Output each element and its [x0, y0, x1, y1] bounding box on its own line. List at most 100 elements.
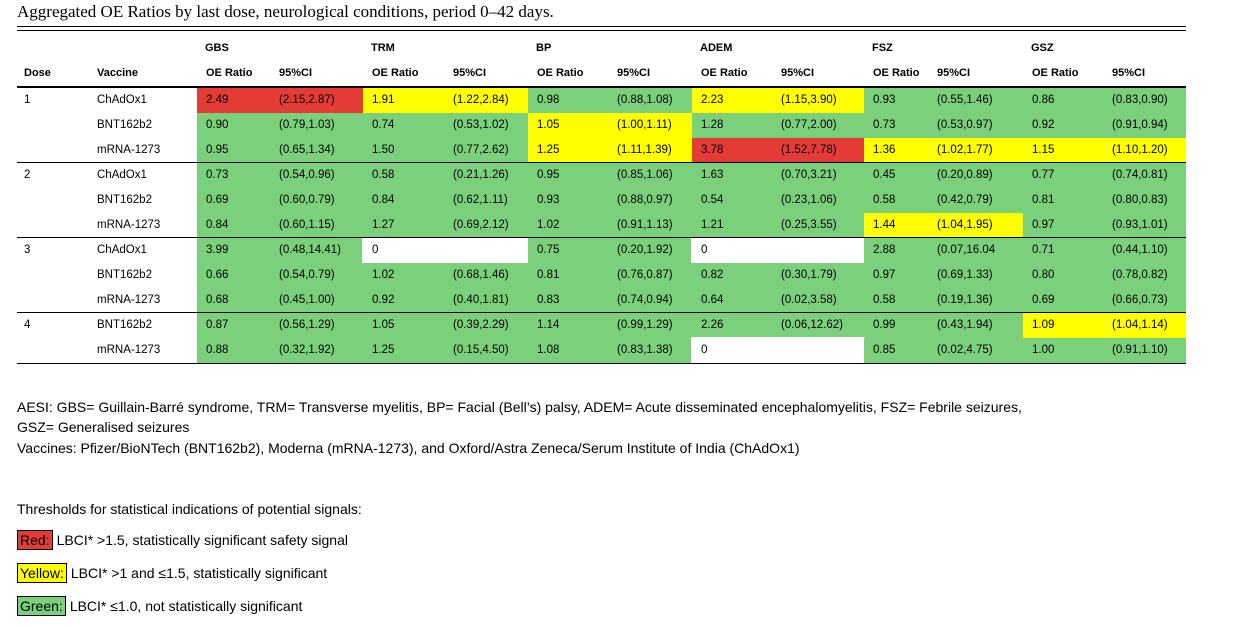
- ci-cell: (1.11,1.39): [617, 144, 672, 156]
- oe-ratio-cell: 2.88: [873, 244, 896, 256]
- legend-text-green: LBCI* ≤1.0, not statistically significan…: [69, 598, 303, 614]
- ci-cell: (0.65,1.34): [279, 144, 335, 156]
- result-cell-bg-green: [864, 238, 1023, 263]
- ci-cell: (0.60,1.15): [279, 219, 335, 231]
- result-cell-bg-green: [197, 113, 363, 138]
- oe-ratio-cell: 1.00: [1032, 344, 1055, 356]
- ci-cell: (0.88,0.97): [617, 194, 673, 206]
- vaccine-cell: ChAdOx1: [97, 244, 147, 256]
- result-cell-bg-green: [864, 88, 1023, 113]
- ci-header: 95%CI: [453, 67, 487, 79]
- ci-cell: (0.45,1.00): [279, 294, 335, 306]
- ci-cell: (1.04,1.14): [1112, 319, 1168, 331]
- ci-cell: (2.15,2.87): [279, 94, 335, 106]
- result-cell-bg-green: [1023, 338, 1186, 363]
- ci-cell: (0.54,0.79): [279, 269, 335, 281]
- result-cell-bg-red: [692, 138, 864, 163]
- result-cell-bg-green: [692, 288, 864, 313]
- result-cell-bg-green: [197, 313, 363, 338]
- oe-ratio-cell: 1.08: [537, 344, 560, 356]
- oe-ratio-cell: 0.80: [1032, 269, 1055, 281]
- ci-cell: (0.83,0.90): [1112, 94, 1168, 106]
- ci-header: 95%CI: [781, 67, 815, 79]
- oe-ratio-cell: 3.99: [206, 244, 229, 256]
- condition-header: FSZ: [872, 42, 893, 54]
- result-cell-bg-yellow: [528, 138, 692, 163]
- ci-cell: (1.00,1.11): [617, 119, 672, 131]
- oe-ratio-cell: 0.85: [873, 344, 896, 356]
- ci-cell: (0.93,1.01): [1112, 219, 1168, 231]
- result-cell-bg-green: [528, 338, 692, 363]
- oe-ratio-cell: 0.98: [537, 94, 560, 106]
- result-cell-bg-green: [197, 338, 363, 363]
- result-cell-bg-yellow: [864, 138, 1023, 163]
- oe-ratio-cell: 1.02: [537, 219, 560, 231]
- oe-ratio-cell: 2.26: [701, 319, 724, 331]
- ci-cell: (0.02,4.75): [937, 344, 993, 356]
- oe-ratio-cell: 1.02: [372, 269, 395, 281]
- oe-ratio-cell: 1.05: [372, 319, 395, 331]
- oe-ratio-cell: 0.99: [873, 319, 896, 331]
- result-cell-bg-yellow: [528, 113, 692, 138]
- ci-cell: (0.53,1.02): [453, 119, 509, 131]
- legend-item-red: Red: LBCI* >1.5, statistically significa…: [17, 530, 348, 550]
- oe-ratio-header: OE Ratio: [537, 67, 584, 79]
- ci-cell: (0.79,1.03): [279, 119, 335, 131]
- oe-ratio-cell: 0.45: [873, 169, 896, 181]
- oe-ratio-cell: 1.27: [372, 219, 395, 231]
- result-cell-bg-green: [1023, 288, 1186, 313]
- legend-item-green: Green: LBCI* ≤1.0, not statistically sig…: [17, 596, 302, 616]
- result-cell-bg-green: [864, 288, 1023, 313]
- ci-cell: (0.85,1.06): [617, 169, 673, 181]
- result-cell-bg-green: [363, 163, 528, 188]
- result-cell-bg-green: [363, 313, 528, 338]
- table-title: Aggregated OE Ratios by last dose, neuro…: [17, 2, 554, 21]
- table-rule: [17, 363, 1186, 364]
- oe-ratio-cell: 0.71: [1032, 244, 1055, 256]
- ci-cell: (0.20,1.92): [617, 244, 673, 256]
- oe-ratio-cell: 0.75: [537, 244, 560, 256]
- oe-ratio-cell: 0.87: [206, 319, 229, 331]
- table-rule: [17, 237, 1186, 238]
- aesi-note-line2: GSZ= Generalised seizures: [17, 419, 190, 435]
- ci-cell: (1.22,2.84): [453, 94, 509, 106]
- condition-header: TRM: [371, 42, 395, 54]
- oe-ratio-cell: 0.69: [206, 194, 229, 206]
- result-cell-bg-green: [864, 163, 1023, 188]
- legend-text-yellow: LBCI* >1 and ≤1.5, statistically signifi…: [70, 565, 328, 581]
- ci-cell: (0.55,1.46): [937, 94, 993, 106]
- oe-ratio-cell: 0.95: [206, 144, 229, 156]
- ci-cell: (0.99,1.29): [617, 319, 673, 331]
- oe-ratio-cell: 1.05: [537, 119, 560, 131]
- legend-heading: Thresholds for statistical indications o…: [17, 501, 362, 517]
- oe-ratio-cell: 0: [701, 244, 708, 256]
- result-cell-bg-green: [692, 313, 864, 338]
- oe-ratio-cell: 1.28: [701, 119, 724, 131]
- ci-cell: (1.02,1.77): [937, 144, 993, 156]
- result-cell-bg-yellow: [1023, 138, 1186, 163]
- oe-ratio-cell: 0.86: [1032, 94, 1055, 106]
- result-cell-bg-green: [363, 213, 528, 238]
- ci-cell: (0.69,1.33): [937, 269, 993, 281]
- oe-ratio-cell: 1.63: [701, 169, 724, 181]
- ci-cell: (0.20,0.89): [937, 169, 993, 181]
- oe-ratio-cell: 1.15: [1032, 144, 1055, 156]
- result-cell-bg-green: [528, 188, 692, 213]
- vaccine-cell: mRNA-1273: [97, 344, 161, 356]
- result-cell-bg-green: [528, 213, 692, 238]
- result-cell-bg-green: [197, 163, 363, 188]
- result-cell-bg-green: [363, 288, 528, 313]
- oe-ratio-cell: 0.74: [372, 119, 395, 131]
- oe-ratio-cell: 1.14: [537, 319, 560, 331]
- oe-ratio-cell: 0.77: [1032, 169, 1055, 181]
- ci-header: 95%CI: [937, 67, 971, 79]
- result-cell-bg-green: [528, 163, 692, 188]
- result-cell-bg-green: [363, 338, 528, 363]
- legend-swatch-yellow: Yellow:: [17, 563, 67, 583]
- ci-cell: (0.44,1.10): [1112, 244, 1168, 256]
- ci-cell: (0.42,0.79): [937, 194, 993, 206]
- result-cell-bg-green: [1023, 263, 1186, 288]
- result-cell-bg-green: [692, 163, 864, 188]
- ci-cell: (0.78,0.82): [1112, 269, 1168, 281]
- oe-ratio-cell: 0.93: [873, 94, 896, 106]
